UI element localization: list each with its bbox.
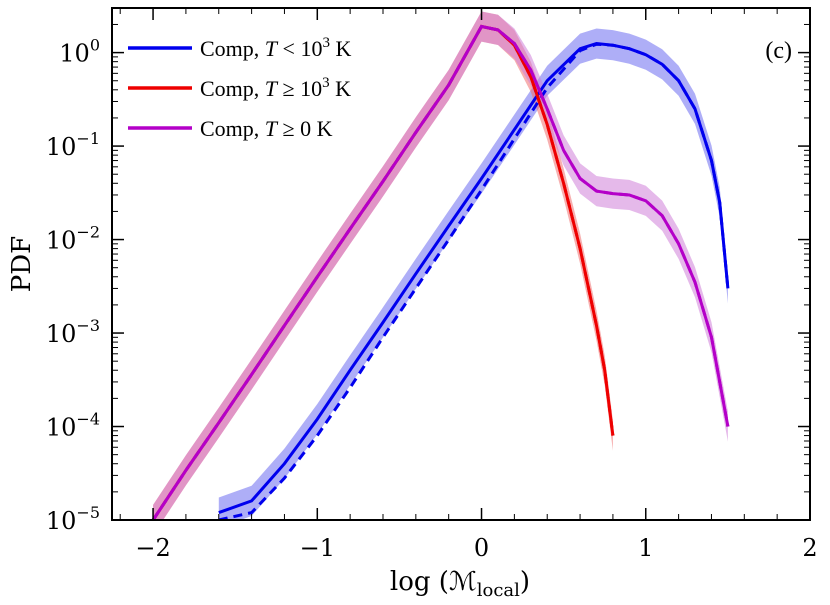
legend-label-2: Comp, T ≥ 0 K [200, 116, 333, 141]
x-tick-labels: −2 −1 0 1 2 [135, 534, 817, 562]
y-axis-label: PDF [7, 236, 37, 292]
legend: Comp, T < 103 K Comp, T ≥ 103 K Comp, T ≥ … [128, 35, 351, 141]
x-tick-label: 2 [802, 534, 817, 562]
y-tick-label: 10−4 [46, 410, 100, 442]
x-tick-label: 1 [638, 534, 653, 562]
x-tick-label: −2 [135, 534, 170, 562]
series-0-band [218, 28, 728, 520]
y-tick-label: 100 [59, 36, 100, 68]
series-lines [151, 24, 730, 520]
x-axis-label: log (ℳlocal) [390, 567, 530, 601]
y-tick-labels: 10−5 10−4 10−3 10−2 10−1 100 [46, 36, 100, 535]
panel-label: (c) [765, 38, 792, 64]
x-tick-label: 0 [474, 534, 489, 562]
y-tick-label: 10−5 [46, 503, 100, 535]
series-0-line [218, 41, 730, 515]
y-tick-label: 10−3 [46, 316, 100, 348]
legend-label-1: Comp, T ≥ 103 K [200, 75, 351, 101]
axis-ticks [112, 7, 811, 521]
legend-label-0: Comp, T < 103 K [200, 35, 351, 61]
x-tick-label: −1 [300, 534, 335, 562]
series-2-line [151, 24, 730, 520]
y-tick-label: 10−1 [46, 129, 100, 161]
plot-frame [111, 7, 811, 521]
y-tick-label: 10−2 [46, 223, 100, 255]
